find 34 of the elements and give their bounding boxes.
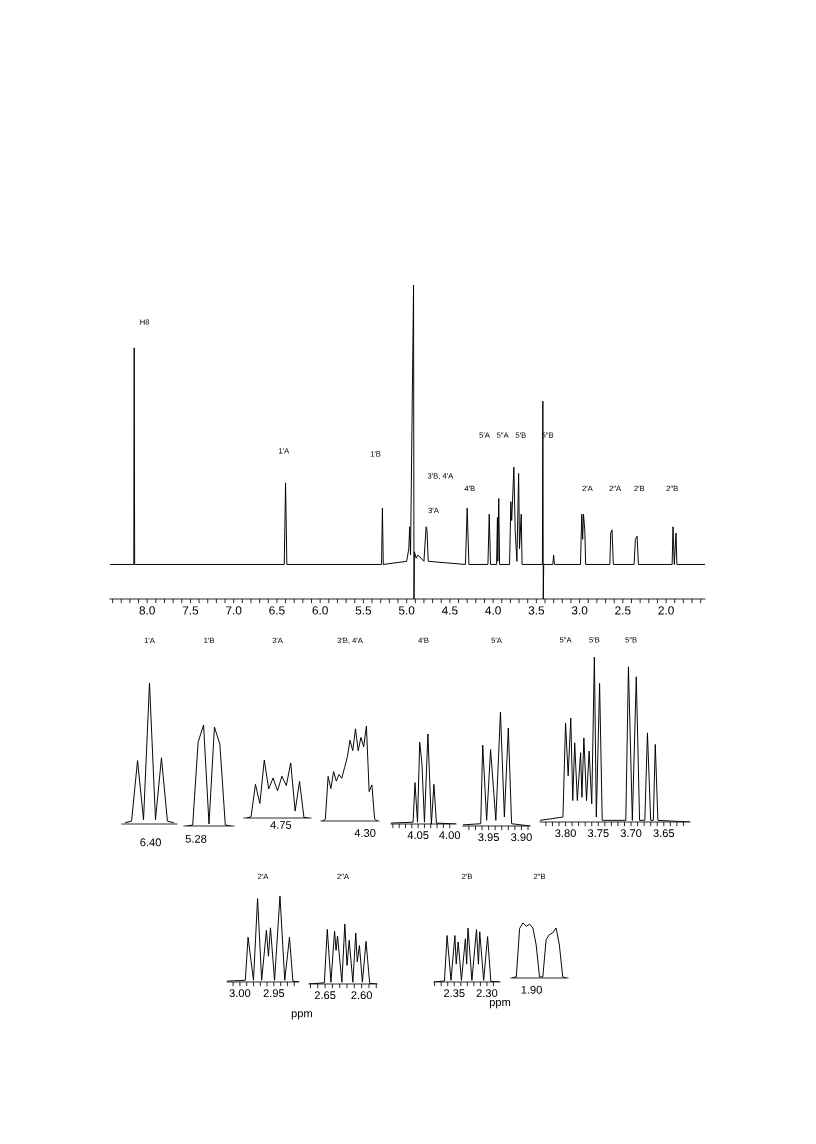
x-tick-label: 2.60	[351, 991, 373, 1000]
text: 1.90	[521, 985, 542, 994]
text: 4.30	[354, 829, 376, 837]
text: 6.40	[140, 838, 161, 847]
x-tick-label: 8.0	[139, 606, 155, 615]
x-tick-label: 4.05	[407, 831, 429, 840]
x-tick-label: 2.0	[658, 606, 674, 615]
x-tick-label: 5.5	[355, 606, 372, 615]
x-tick-label: 3.95	[478, 833, 499, 842]
x-tick-label: 6.5	[269, 606, 285, 615]
x-tick-label: 4.5	[441, 606, 458, 615]
x-tick-label: 3.65	[653, 829, 675, 838]
x-tick-label: 3.75	[587, 829, 609, 838]
x-tick-label: 3.90	[511, 833, 532, 842]
x-tick-label: 3.0	[571, 606, 588, 615]
x-axis-title: ppm	[291, 1011, 312, 1020]
x-tick-label: 2.30	[476, 989, 498, 998]
x-tick-label: 2.5	[615, 606, 631, 615]
x-tick-label: 7.0	[226, 606, 242, 615]
x-tick-label: 7.5	[182, 606, 199, 615]
x-tick-label: 4.0	[485, 606, 501, 615]
text: 5.28	[185, 834, 207, 843]
x-tick-label: 3.00	[229, 989, 251, 998]
x-tick-label: 3.5	[528, 606, 545, 615]
x-tick-label: 2.35	[444, 989, 465, 998]
x-axis-title: ppm	[489, 999, 511, 1009]
text: 4.75	[270, 821, 292, 829]
x-tick-label: 2.95	[263, 989, 285, 998]
x-tick-label: 4.00	[439, 831, 461, 840]
x-tick-label: 3.80	[555, 829, 576, 838]
x-tick-label: 6.0	[312, 606, 328, 615]
x-tick-label: 5.0	[398, 606, 415, 615]
x-tick-label: 2.65	[314, 991, 336, 1000]
x-tick-label: 3.70	[620, 829, 642, 838]
